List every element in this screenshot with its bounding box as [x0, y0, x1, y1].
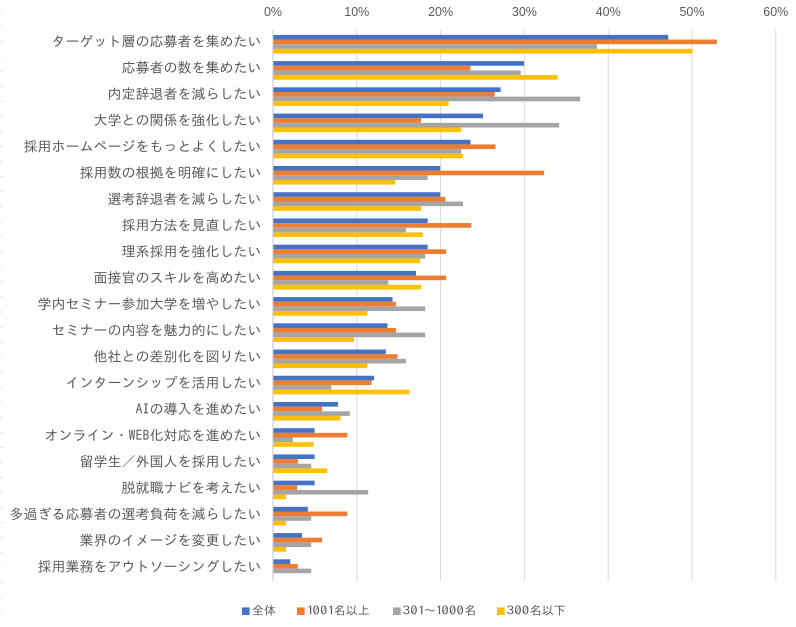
svg-text:20%: 20%	[428, 5, 453, 19]
svg-text:50%: 50%	[679, 5, 704, 19]
svg-text:10%: 10%	[344, 5, 369, 19]
svg-text:40%: 40%	[596, 5, 621, 19]
svg-text:60%: 60%	[763, 5, 788, 19]
svg-text:30%: 30%	[512, 5, 537, 19]
svg-text:0%: 0%	[264, 5, 282, 19]
